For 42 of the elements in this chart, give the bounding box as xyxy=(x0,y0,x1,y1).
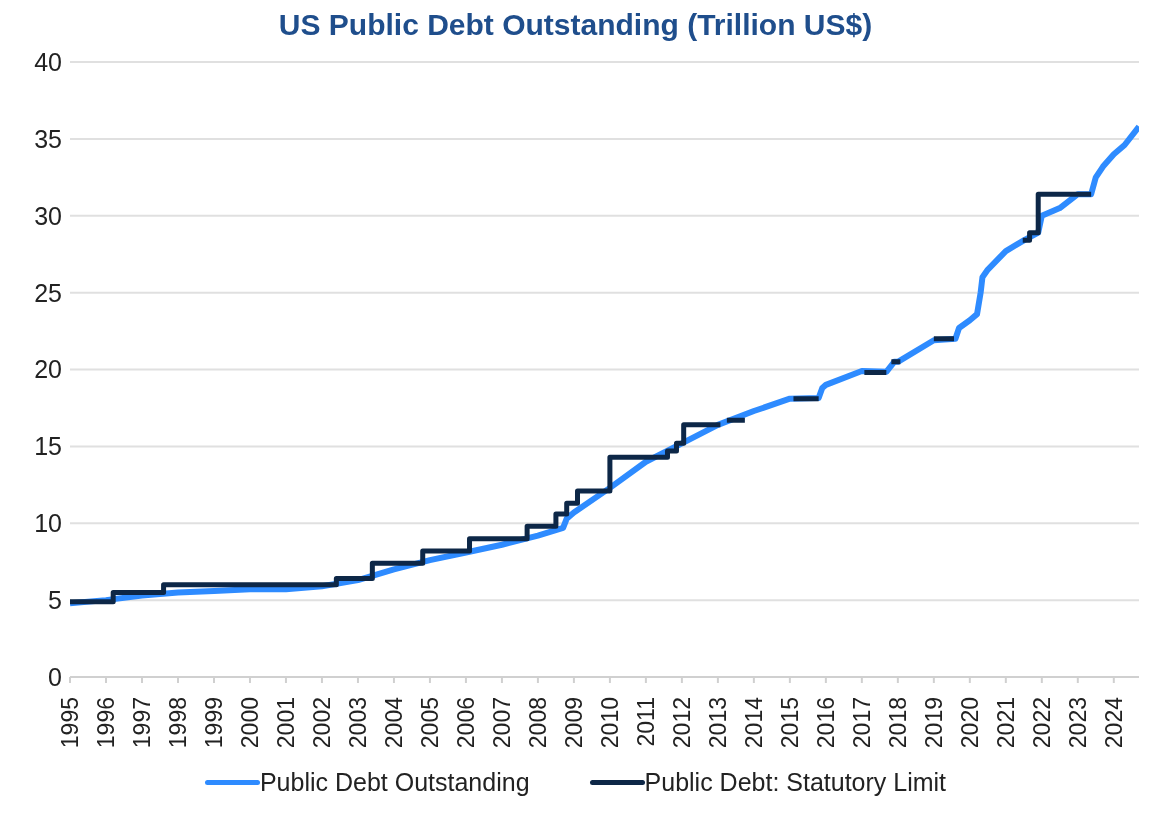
x-tick-label: 1999 xyxy=(200,697,227,749)
x-tick-label: 2004 xyxy=(380,696,407,749)
x-tick-label: 1998 xyxy=(164,697,191,749)
y-tick-label: 20 xyxy=(34,355,62,384)
y-tick-label: 25 xyxy=(34,278,62,307)
x-tick-label: 2019 xyxy=(920,697,947,749)
x-tick-label: 2008 xyxy=(524,697,551,749)
x-tick-label: 2009 xyxy=(560,697,587,749)
x-tick-label: 2022 xyxy=(1028,697,1055,749)
x-tick-label: 2001 xyxy=(272,697,299,749)
x-tick-label: 2023 xyxy=(1064,697,1091,749)
x-tick-label: 2016 xyxy=(812,697,839,749)
x-tick-label: 2013 xyxy=(704,697,731,749)
x-tick-label: 1995 xyxy=(57,697,83,749)
x-tick-label: 2000 xyxy=(236,697,263,749)
x-tick-label: 2006 xyxy=(452,697,479,749)
x-tick-label: 2014 xyxy=(740,696,767,749)
y-tick-label: 40 xyxy=(34,47,62,76)
legend-label: Public Debt Outstanding xyxy=(259,767,530,797)
x-tick-label: 2010 xyxy=(596,697,623,749)
y-tick-label: 10 xyxy=(34,509,62,538)
x-tick-label: 2011 xyxy=(632,697,659,747)
y-tick-label: 15 xyxy=(34,432,62,461)
x-tick-label: 1996 xyxy=(92,697,119,749)
x-tick-label: 2002 xyxy=(308,697,335,749)
x-tick-label: 2012 xyxy=(668,697,695,749)
x-tick-label: 2021 xyxy=(992,697,1019,749)
legend-label: Public Debt: Statutory Limit xyxy=(644,767,947,797)
x-tick-label: 2018 xyxy=(884,697,911,749)
y-tick-label: 35 xyxy=(34,124,62,153)
x-tick-label: 2024 xyxy=(1100,696,1127,749)
x-tick-label: 2003 xyxy=(344,697,371,749)
chart-title: US Public Debt Outstanding (Trillion US$) xyxy=(278,8,873,41)
x-tick-label: 1997 xyxy=(128,697,155,749)
x-tick-label: 2017 xyxy=(848,697,875,749)
x-tick-label: 2005 xyxy=(416,697,443,749)
y-tick-label: 30 xyxy=(34,201,62,230)
x-tick-label: 2007 xyxy=(488,697,515,749)
y-tick-label: 5 xyxy=(48,586,62,614)
x-tick-label: 2015 xyxy=(776,697,803,749)
y-tick-label: 0 xyxy=(48,662,62,691)
x-tick-label: 2020 xyxy=(956,697,983,749)
